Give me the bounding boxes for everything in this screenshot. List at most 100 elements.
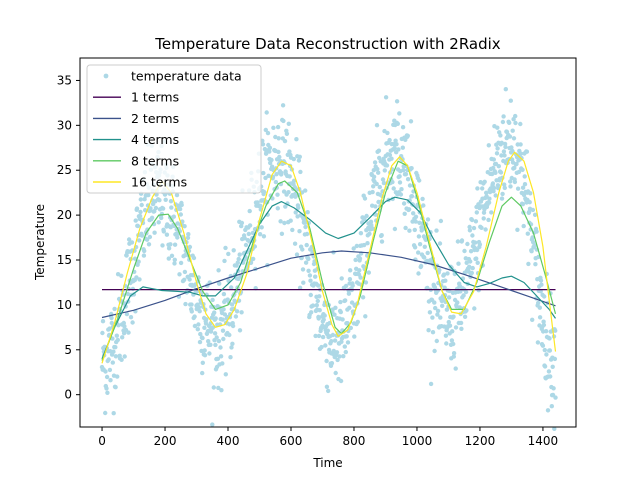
scatter-point — [374, 123, 380, 128]
scatter-point — [450, 329, 455, 334]
scatter-point — [204, 317, 209, 322]
scatter-point — [451, 314, 456, 319]
scatter-point — [514, 161, 519, 167]
scatter-point — [293, 210, 298, 215]
scatter-point — [216, 338, 222, 344]
scatter-point — [213, 316, 218, 321]
scatter-point — [337, 354, 342, 359]
scatter-point — [345, 340, 351, 345]
scatter-point — [522, 174, 527, 179]
scatter-point — [453, 366, 458, 371]
scatter-point — [121, 320, 127, 326]
series-line-2 — [101, 250, 556, 319]
scatter-point — [130, 320, 135, 325]
scatter-point — [306, 256, 311, 262]
scatter-point — [192, 314, 197, 319]
scatter-point — [197, 339, 203, 345]
scatter-point — [437, 241, 443, 246]
scatter-point — [283, 204, 288, 209]
scatter-point — [113, 385, 118, 390]
scatter-point — [273, 179, 279, 185]
scatter-point — [357, 256, 363, 261]
scatter-point — [234, 309, 240, 314]
scatter-point — [430, 315, 435, 320]
scatter-point — [499, 140, 504, 145]
scatter-point — [511, 136, 517, 141]
scatter-point — [401, 168, 406, 173]
scatter-point — [332, 312, 337, 317]
scatter-point — [491, 165, 496, 171]
scatter-point — [198, 331, 203, 337]
scatter-point — [255, 200, 260, 205]
scatter-point — [547, 348, 553, 353]
scatter-point — [467, 264, 472, 269]
scatter-point — [377, 184, 382, 190]
scatter-point — [532, 212, 538, 217]
scatter-point — [432, 300, 437, 305]
scatter-point — [526, 261, 531, 267]
scatter-point — [397, 174, 402, 179]
y-tick-label: 20 — [57, 208, 72, 222]
scatter-point — [300, 267, 306, 272]
scatter-point — [473, 219, 479, 224]
scatter-point — [376, 148, 382, 153]
scatter-point — [111, 411, 116, 416]
scatter-point — [488, 186, 493, 191]
scatter-point — [459, 238, 465, 243]
scatter-point — [219, 388, 224, 393]
scatter-point — [458, 320, 464, 326]
scatter-point — [542, 347, 547, 353]
scatter-point — [291, 178, 297, 183]
scatter-point — [202, 325, 207, 330]
scatter-point — [428, 381, 434, 387]
scatter-point — [509, 145, 514, 150]
scatter-point — [323, 343, 328, 348]
scatter-point — [435, 308, 441, 314]
scatter-point — [420, 196, 425, 202]
scatter-point — [294, 137, 299, 142]
scatter-point — [518, 121, 523, 127]
scatter-point — [430, 330, 436, 335]
scatter-point — [239, 220, 245, 226]
scatter-point — [542, 364, 548, 369]
scatter-point — [469, 217, 475, 223]
scatter-point — [437, 267, 442, 273]
scatter-point — [499, 196, 505, 201]
scatter-point — [115, 337, 121, 343]
scatter-point — [458, 289, 463, 294]
scatter-point — [220, 317, 225, 322]
scatter-point — [177, 272, 182, 277]
scatter-point — [307, 273, 313, 278]
scatter-point — [475, 260, 480, 265]
scatter-point — [203, 321, 209, 326]
scatter-point — [513, 113, 518, 119]
scatter-point — [275, 192, 280, 197]
scatter-point — [179, 202, 184, 208]
y-axis: 0 5 10 15 20 25 30 35 — [57, 73, 80, 402]
y-tick-label: 35 — [57, 73, 72, 87]
scatter-point — [218, 354, 224, 359]
scatter-point — [537, 305, 542, 310]
scatter-point — [405, 133, 410, 138]
scatter-point — [543, 329, 549, 334]
scatter-point — [524, 149, 530, 154]
scatter-point — [481, 210, 487, 215]
scatter-point — [379, 239, 385, 244]
scatter-point — [228, 355, 233, 360]
scatter-point — [316, 316, 321, 321]
x-tick-label: 1200 — [465, 434, 496, 448]
scatter-point — [496, 164, 501, 169]
scatter-point — [348, 268, 353, 273]
scatter-point — [401, 201, 407, 206]
scatter-point — [393, 138, 398, 143]
scatter-point — [522, 182, 528, 187]
scatter-point — [402, 211, 407, 216]
scatter-point — [182, 224, 187, 229]
scatter-point — [385, 130, 390, 136]
scatter-point — [487, 189, 493, 195]
scatter-point — [535, 340, 541, 345]
scatter-point — [493, 193, 498, 198]
scatter-point — [187, 244, 193, 250]
scatter-point — [164, 232, 170, 237]
scatter-point — [370, 189, 375, 195]
